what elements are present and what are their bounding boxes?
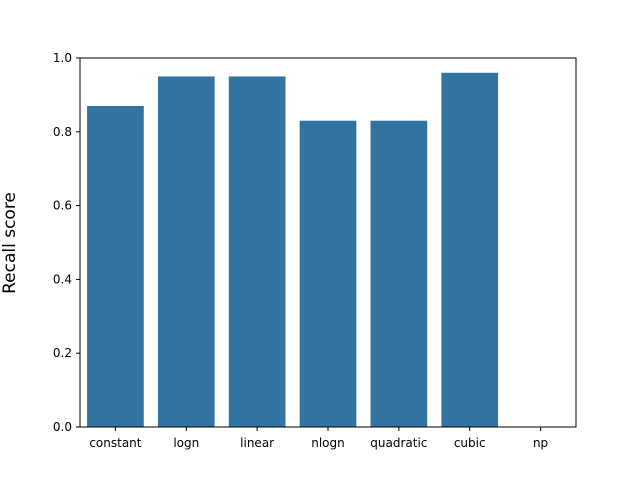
bar-nlogn bbox=[299, 120, 357, 427]
y-tick-label: 0.6 bbox=[53, 199, 72, 213]
x-tick-label: constant bbox=[89, 436, 141, 450]
bars-group bbox=[87, 72, 499, 427]
bar-logn bbox=[157, 76, 215, 427]
y-tick-label: 1.0 bbox=[53, 51, 72, 65]
y-tick-label: 0.2 bbox=[53, 346, 72, 360]
bar-cubic bbox=[441, 72, 499, 427]
y-axis-title: Recall score bbox=[0, 192, 20, 294]
y-tick-label: 0.4 bbox=[53, 272, 72, 286]
bar-constant bbox=[87, 105, 144, 427]
x-tick-label: nlogn bbox=[311, 436, 345, 450]
y-tick-label: 0.8 bbox=[53, 125, 72, 139]
x-tick-label: linear bbox=[240, 436, 274, 450]
plot-frame bbox=[79, 57, 577, 428]
x-tick-label: cubic bbox=[454, 436, 486, 450]
x-tick-label: np bbox=[533, 436, 548, 450]
y-tick-label: 0.0 bbox=[53, 420, 72, 434]
bar-quadratic bbox=[370, 120, 428, 427]
bar-linear bbox=[228, 76, 286, 427]
x-axis-ticks: constant logn linear nlogn quadratic cubic np bbox=[89, 427, 548, 450]
x-tick-label: quadratic bbox=[370, 436, 427, 450]
x-tick-label: logn bbox=[173, 436, 199, 450]
y-axis-ticks: 0.0 0.2 0.4 0.6 0.8 1.0 bbox=[53, 51, 80, 434]
